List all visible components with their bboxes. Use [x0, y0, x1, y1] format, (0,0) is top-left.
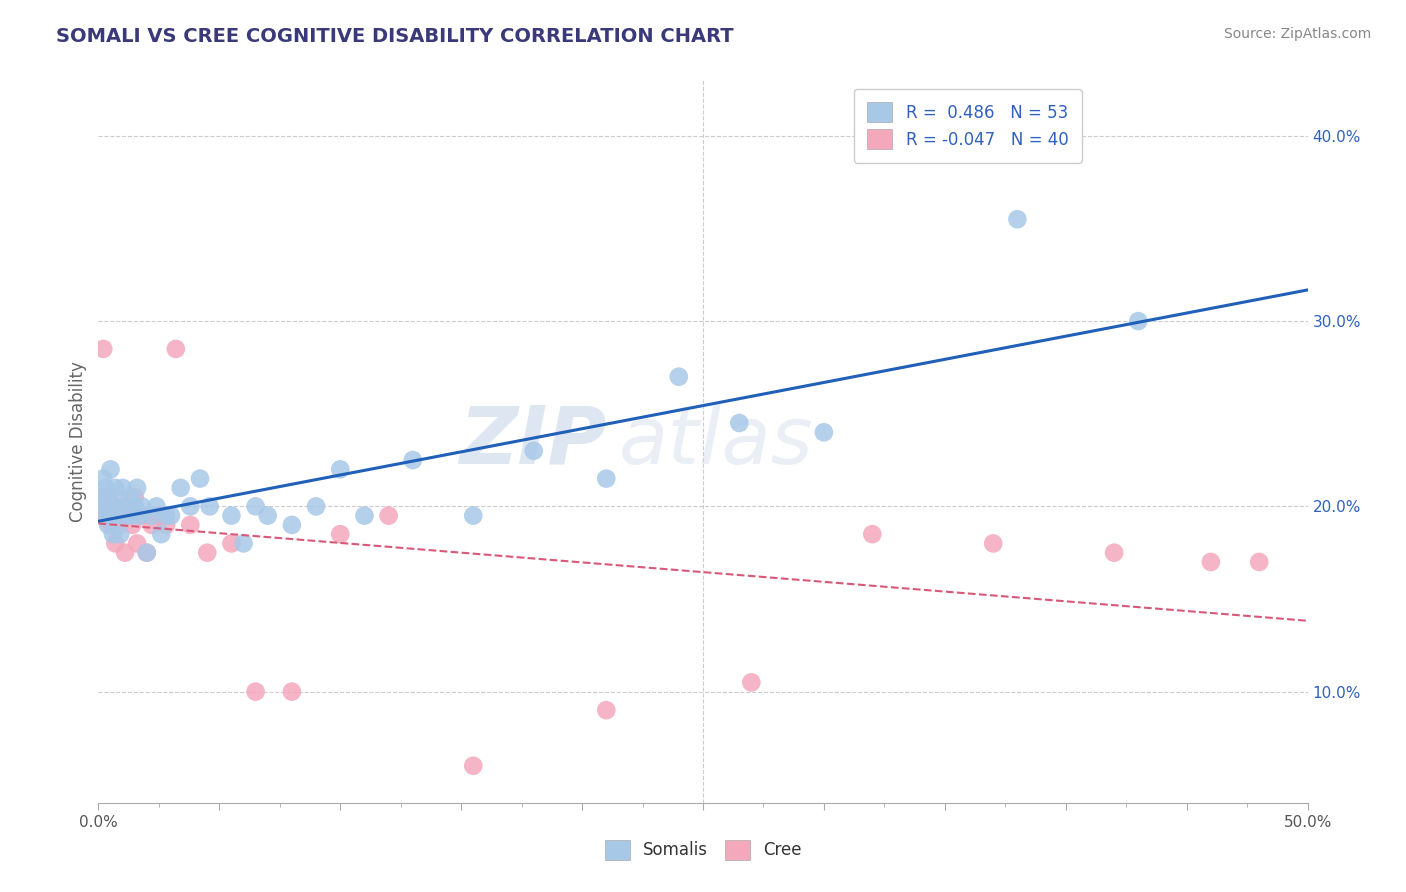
Text: Source: ZipAtlas.com: Source: ZipAtlas.com — [1223, 27, 1371, 41]
Legend: Somalis, Cree: Somalis, Cree — [598, 833, 808, 867]
Text: SOMALI VS CREE COGNITIVE DISABILITY CORRELATION CHART: SOMALI VS CREE COGNITIVE DISABILITY CORR… — [56, 27, 734, 45]
Point — [108, 517, 131, 532]
Point — [281, 517, 304, 532]
Point — [1199, 555, 1222, 569]
Point — [111, 508, 134, 523]
Point — [377, 508, 399, 523]
Point — [118, 500, 141, 514]
Point — [329, 462, 352, 476]
Point — [104, 481, 127, 495]
Point — [111, 500, 134, 514]
Point — [402, 453, 425, 467]
Point — [740, 675, 762, 690]
Point — [155, 517, 177, 532]
Point — [104, 508, 127, 523]
Point — [94, 500, 117, 514]
Point — [169, 481, 191, 495]
Point — [728, 416, 751, 430]
Point — [148, 508, 170, 523]
Point — [131, 508, 153, 523]
Point — [127, 481, 149, 495]
Point — [141, 517, 163, 532]
Y-axis label: Cognitive Disability: Cognitive Disability — [69, 361, 87, 522]
Point — [94, 481, 117, 495]
Point — [117, 500, 139, 514]
Point — [104, 508, 127, 523]
Point — [90, 490, 112, 504]
Point — [94, 508, 117, 523]
Point — [91, 342, 114, 356]
Point — [305, 500, 328, 514]
Point — [141, 508, 163, 523]
Point — [165, 342, 187, 356]
Point — [860, 527, 883, 541]
Point — [91, 472, 114, 486]
Point — [353, 508, 375, 523]
Point — [135, 546, 157, 560]
Point — [1128, 314, 1150, 328]
Point — [97, 517, 120, 532]
Point — [595, 472, 617, 486]
Point — [107, 500, 129, 514]
Point — [1007, 212, 1029, 227]
Point — [127, 536, 149, 550]
Point — [463, 508, 485, 523]
Point — [463, 758, 485, 772]
Point — [100, 490, 122, 504]
Point — [595, 703, 617, 717]
Point — [160, 508, 183, 523]
Point — [90, 490, 112, 504]
Point — [245, 684, 267, 698]
Point — [101, 527, 124, 541]
Point — [232, 536, 254, 550]
Point — [94, 500, 117, 514]
Point — [107, 500, 129, 514]
Point — [108, 527, 131, 541]
Text: atlas: atlas — [619, 402, 813, 481]
Point — [97, 508, 120, 523]
Point — [100, 517, 122, 532]
Point — [114, 546, 136, 560]
Point — [198, 500, 221, 514]
Point — [111, 481, 134, 495]
Point — [97, 490, 120, 504]
Point — [107, 508, 129, 523]
Point — [101, 508, 124, 523]
Point — [179, 517, 201, 532]
Point — [117, 508, 139, 523]
Point — [101, 500, 124, 514]
Point — [100, 508, 122, 523]
Point — [329, 527, 352, 541]
Point — [188, 472, 211, 486]
Point — [668, 369, 690, 384]
Point — [145, 500, 167, 514]
Point — [118, 490, 141, 504]
Point — [121, 517, 143, 532]
Point — [104, 536, 127, 550]
Point — [128, 508, 150, 523]
Point — [281, 684, 304, 698]
Point — [124, 500, 146, 514]
Point — [121, 508, 143, 523]
Point — [245, 500, 267, 514]
Point — [523, 443, 546, 458]
Point — [131, 500, 153, 514]
Point — [813, 425, 835, 440]
Point — [195, 546, 218, 560]
Point — [981, 536, 1004, 550]
Point — [256, 508, 278, 523]
Point — [100, 462, 122, 476]
Point — [1249, 555, 1271, 569]
Point — [221, 508, 243, 523]
Point — [91, 508, 114, 523]
Point — [150, 527, 173, 541]
Point — [155, 508, 177, 523]
Point — [1102, 546, 1125, 560]
Point — [114, 508, 136, 523]
Point — [179, 500, 201, 514]
Point — [221, 536, 243, 550]
Text: ZIP: ZIP — [458, 402, 606, 481]
Point — [135, 546, 157, 560]
Point — [124, 490, 146, 504]
